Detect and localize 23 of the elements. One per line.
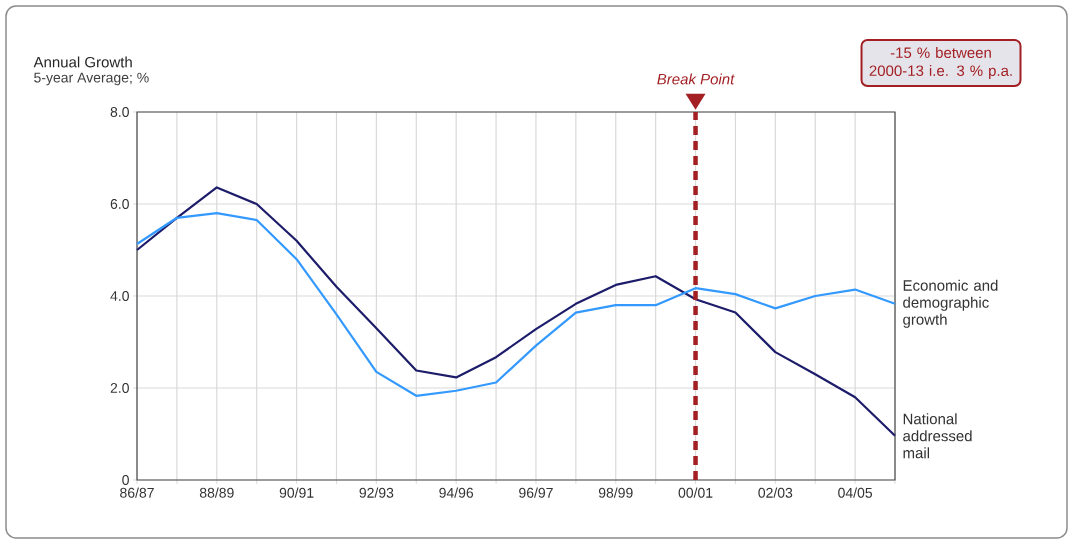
x-tick-label: 92/93: [359, 487, 394, 498]
x-tick-label: 02/03: [758, 487, 793, 498]
line-series: [135, 212, 897, 397]
y-tick-label: 8.0: [110, 107, 129, 117]
x-tick-label: 98/99: [598, 487, 633, 498]
y-tick-label: 0: [122, 475, 129, 485]
x-tick-label: 86/87: [120, 487, 154, 498]
line-series: [135, 186, 897, 437]
x-tick-label: 90/91: [279, 487, 314, 498]
ref-line-label: Break Point: [657, 73, 735, 85]
x-tick-label: 04/05: [838, 487, 873, 498]
y-axis-title: Annual Growth: [33, 56, 132, 68]
chart-subtitle: 5-year Average; %: [34, 72, 149, 86]
x-tick-label: 96/97: [519, 487, 553, 498]
x-tick-label: 94/96: [439, 487, 474, 498]
y-tick-label: 2.0: [110, 383, 129, 393]
series-label: Economic and demographic growth: [903, 279, 998, 328]
x-tick-label: 88/89: [199, 487, 234, 498]
y-tick-label: 4.0: [110, 291, 129, 301]
text: -15 % between 2000-13 i.e. 3 % p.a.: [869, 46, 1012, 79]
x-tick-label: 00/01: [678, 487, 713, 498]
y-tick-label: 6.0: [110, 199, 129, 209]
series-label: National addressed mail: [903, 413, 972, 459]
